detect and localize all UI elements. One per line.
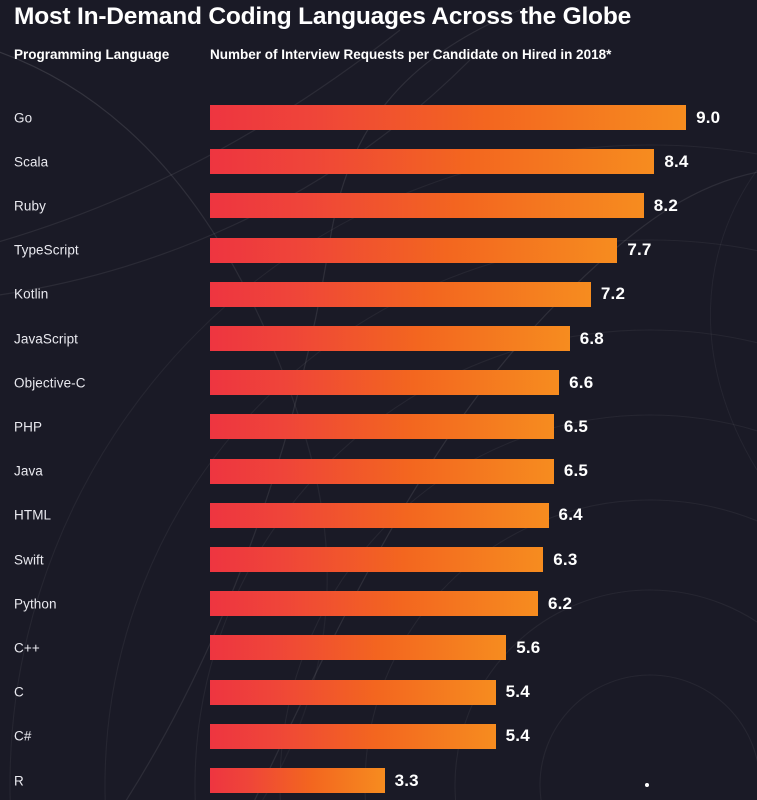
bar-value-label: 6.5 (563, 461, 589, 481)
bar (210, 679, 496, 705)
decorative-dot (645, 783, 649, 787)
chart-row: Swift 6.3 (0, 547, 757, 572)
bar (210, 723, 496, 749)
chart-row: Ruby 8.2 (0, 193, 757, 219)
category-label: Java (14, 463, 43, 479)
category-label: Ruby (14, 198, 46, 214)
bar (210, 370, 560, 396)
bar (210, 193, 644, 219)
chart-row: R 3.3 (0, 768, 757, 793)
bar (210, 281, 591, 307)
bar (210, 768, 385, 793)
category-label: PHP (14, 419, 43, 435)
category-label: HTML (14, 507, 52, 523)
chart-row: Kotlin 7.2 (0, 281, 757, 307)
page-title: Most In-Demand Coding Languages Across t… (14, 3, 632, 30)
bar-value-label: 6.8 (579, 328, 604, 348)
category-label: Objective-C (14, 375, 86, 391)
chart-row: PHP 6.5 (0, 414, 757, 440)
bar (210, 458, 554, 484)
category-label: Go (14, 110, 33, 125)
chart-row: Scala 8.4 (0, 149, 757, 175)
category-label: Kotlin (14, 286, 49, 302)
category-label: Python (14, 596, 57, 612)
chart-row: TypeScript 7.7 (0, 237, 757, 263)
chart-row: C 5.4 (0, 679, 757, 705)
bar-value-label: 6.3 (553, 549, 578, 569)
chart-row: Python 6.2 (0, 591, 757, 617)
bar-value-label: 6.5 (563, 416, 589, 436)
chart-row: Go 9.0 (0, 105, 757, 130)
chart-row: Objective-C 6.6 (0, 370, 757, 396)
chart-row: Java 6.5 (0, 458, 757, 484)
bar (210, 414, 554, 440)
column-header-language: Programming Language (14, 47, 170, 62)
chart-row: HTML 6.4 (0, 502, 757, 528)
bar (210, 635, 507, 661)
chart-row: C++ 5.6 (0, 635, 757, 661)
bar-value-label: 5.4 (505, 682, 530, 702)
column-header-metric: Number of Interview Requests per Candida… (210, 47, 612, 62)
bar-value-label: 6.4 (558, 505, 583, 525)
category-label: Scala (14, 154, 49, 170)
chart-row: JavaScript 6.8 (0, 326, 757, 351)
bar (210, 591, 538, 617)
bar (210, 326, 570, 351)
bar-value-label: 5.6 (516, 637, 541, 657)
bar-value-label: 8.4 (664, 151, 689, 171)
chart-row: C# 5.4 (0, 723, 757, 749)
bar-value-label: 3.3 (394, 770, 419, 790)
bar-value-label: 5.4 (505, 726, 530, 746)
category-label: JavaScript (14, 331, 79, 346)
bar-value-label: 6.2 (547, 593, 573, 613)
bar-value-label: 9.0 (696, 107, 721, 127)
bar (210, 237, 618, 263)
bar (210, 502, 549, 528)
bar-value-label: 8.2 (653, 195, 678, 215)
bar (210, 547, 544, 572)
category-label: C (14, 684, 24, 700)
bar (210, 149, 655, 175)
category-label: C++ (14, 640, 40, 656)
bar-value-label: 7.7 (627, 240, 652, 260)
category-label: R (14, 773, 24, 788)
bar (210, 105, 687, 130)
category-label: C# (14, 728, 32, 744)
category-label: Swift (14, 552, 44, 567)
category-label: TypeScript (14, 242, 79, 258)
bar-value-label: 7.2 (600, 284, 626, 304)
bar-value-label: 6.6 (569, 372, 594, 392)
